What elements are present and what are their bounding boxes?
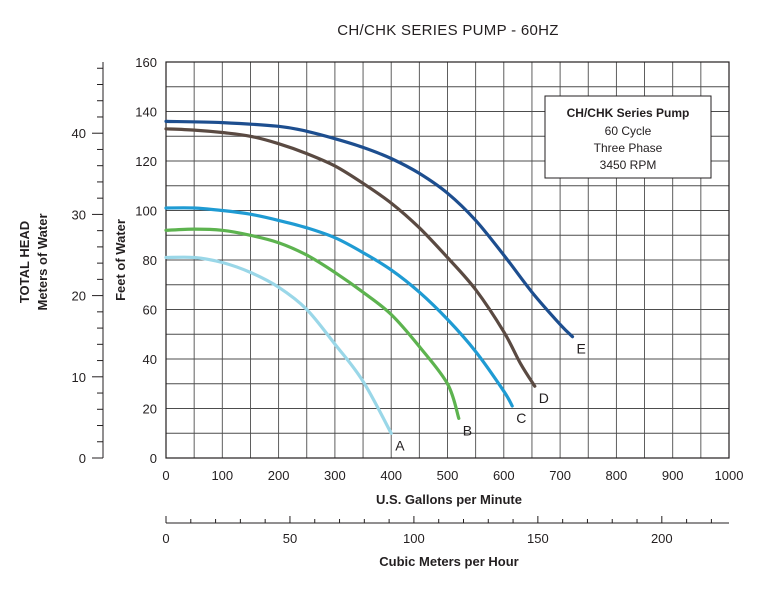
x2-tick-label: 100: [403, 531, 425, 546]
x-tick-label: 600: [493, 468, 515, 483]
legend-line-3: Three Phase: [594, 141, 663, 155]
y2-axis-title-line2: Meters of Water: [35, 213, 50, 310]
y2-tick-label: 10: [72, 370, 86, 385]
series-curve-a: [164, 255, 393, 435]
y-axis-title: Feet of Water: [113, 219, 128, 301]
legend-line-1: CH/CHK Series Pump: [567, 106, 690, 120]
tick-labels: 0 100 200 300 400 500 600 700 800 900 100002040608…: [72, 55, 744, 546]
x2-tick-label: 50: [283, 531, 297, 546]
x-tick-label: 300: [324, 468, 346, 483]
y2-tick-label: 40: [72, 126, 86, 141]
series-curve-d: [164, 127, 537, 388]
series-curve-e: [164, 119, 575, 339]
x-tick-label: 900: [662, 468, 684, 483]
x-tick-label: 700: [549, 468, 571, 483]
legend-line-4: 3450 RPM: [600, 158, 657, 172]
y2-tick-label: 20: [72, 289, 86, 304]
legend: CH/CHK Series Pump 60 Cycle Three Phase …: [544, 95, 712, 179]
y2-tick-label: 0: [79, 451, 86, 466]
series: [164, 119, 575, 435]
y-tick-label: 100: [135, 204, 157, 219]
x-axis-title: U.S. Gallons per Minute: [376, 492, 522, 507]
series-label-d: D: [539, 390, 549, 406]
series-label-e: E: [576, 341, 585, 357]
y-tick-label: 60: [143, 303, 157, 318]
x-tick-label: 800: [606, 468, 628, 483]
plot-frame: [165, 61, 730, 459]
series-label-b: B: [463, 422, 472, 438]
legend-box: [544, 95, 712, 179]
y-tick-label: 80: [143, 253, 157, 268]
x-tick-label: 1000: [715, 468, 744, 483]
y-tick-label: 0: [150, 451, 157, 466]
series-curve-b: [164, 227, 461, 420]
y-tick-label: 120: [135, 154, 157, 169]
y-tick-label: 160: [135, 55, 157, 70]
y2-tick-label: 30: [72, 207, 86, 222]
y-tick-label: 40: [143, 352, 157, 367]
axes: [92, 62, 729, 524]
x-tick-label: 500: [437, 468, 459, 483]
x2-tick-label: 0: [162, 531, 169, 546]
chart-title: CH/CHK SERIES PUMP - 60HZ: [337, 22, 558, 39]
series-curve-c: [164, 206, 514, 408]
x2-axis-title: Cubic Meters per Hour: [379, 554, 518, 569]
x-tick-label: 100: [211, 468, 233, 483]
x2-tick-label: 150: [527, 531, 549, 546]
x-tick-label: 200: [268, 468, 290, 483]
x-tick-label: 400: [380, 468, 402, 483]
series-label-a: A: [395, 437, 405, 453]
y2-axis-title-line1: TOTAL HEAD: [17, 221, 32, 303]
x2-tick-label: 200: [651, 531, 673, 546]
legend-line-2: 60 Cycle: [605, 124, 652, 138]
series-labels: A B CD E: [395, 341, 586, 454]
series-label-c: C: [516, 410, 526, 426]
y-tick-label: 20: [143, 402, 157, 417]
y-tick-label: 140: [135, 105, 157, 120]
x-tick-label: 0: [162, 468, 169, 483]
